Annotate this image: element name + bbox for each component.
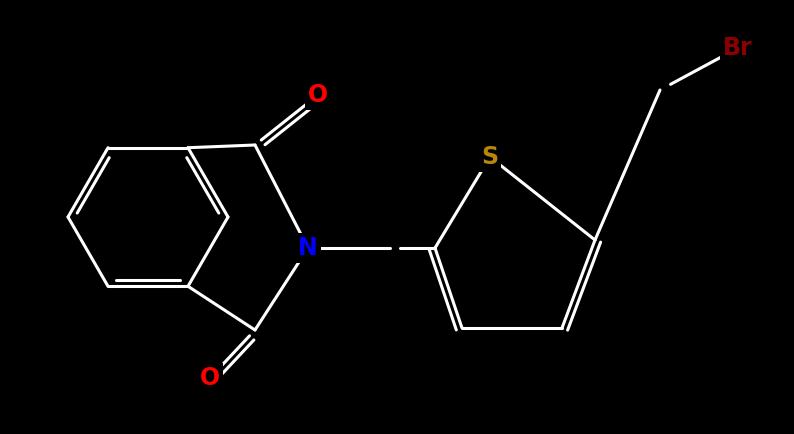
Text: O: O [308,83,328,107]
Text: Br: Br [723,36,753,60]
Text: N: N [298,236,318,260]
Text: S: S [481,145,499,169]
Text: O: O [200,366,220,390]
